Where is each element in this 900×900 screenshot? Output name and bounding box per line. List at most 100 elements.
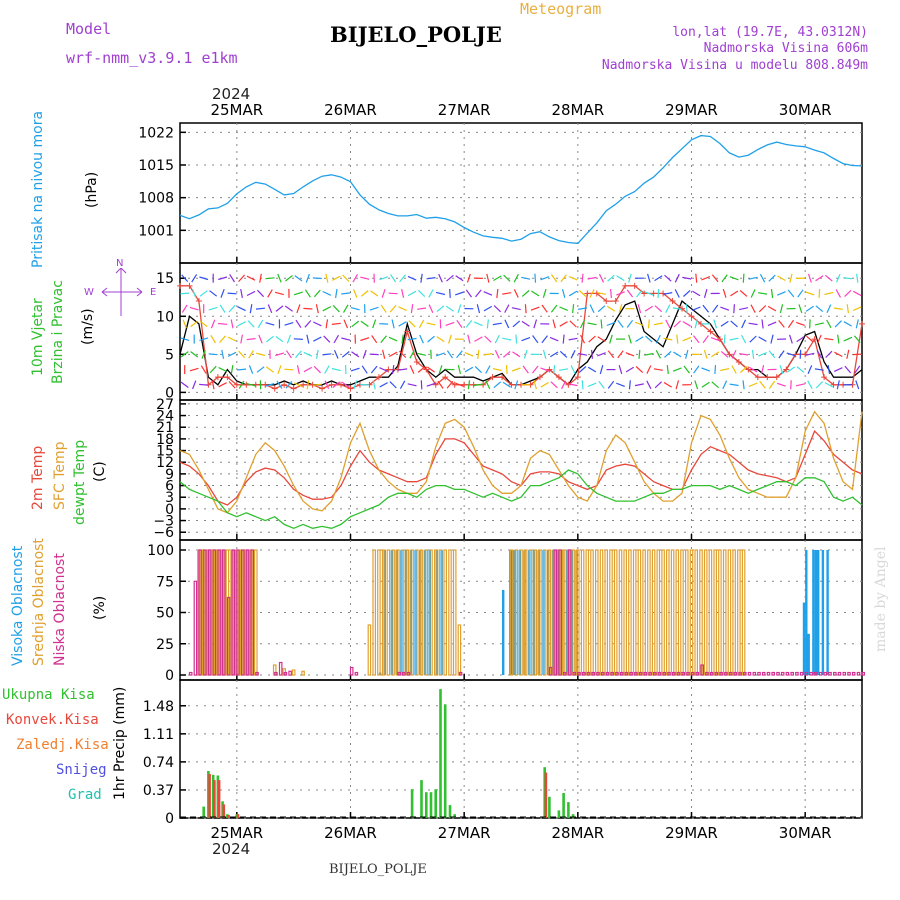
clouds-bar-2 (572, 671, 577, 676)
wind-arrow (854, 365, 861, 374)
wind-arrow (777, 291, 786, 296)
wind-arrow (796, 336, 805, 343)
compass-rose-icon (101, 268, 143, 316)
clouds-bar-2 (747, 671, 752, 676)
wind-arrow (778, 320, 785, 328)
day-label-bottom: 30MAR (779, 824, 832, 842)
wind-arrow (496, 288, 499, 298)
wind-arrow (799, 349, 802, 359)
precip-bar-0 (453, 814, 456, 818)
wind-gust-marker (499, 374, 506, 381)
wind-arrow (360, 337, 370, 342)
precip-bar-0 (571, 814, 575, 818)
clouds-bar-2 (288, 670, 292, 676)
clouds-bar-1 (684, 549, 689, 676)
wind-arrow (625, 366, 635, 373)
clouds-bar-2 (349, 666, 354, 676)
clouds-bar-2 (652, 671, 657, 676)
wind-arrow (505, 365, 508, 375)
wind-arrow (445, 321, 455, 326)
temperature-ytick-label: 12 (156, 455, 174, 471)
wind-arrow (512, 351, 521, 358)
wind-arrow (467, 334, 471, 344)
wind-arrow (445, 305, 455, 312)
precip-bar-0 (429, 792, 433, 818)
clouds-bar-2 (591, 671, 596, 676)
wind-arrow (835, 273, 841, 283)
wind-arrow (181, 274, 189, 283)
clouds-bar-2 (245, 549, 250, 676)
wind-arrow (572, 304, 575, 314)
wind-arrow (388, 336, 398, 342)
wind-arrow (836, 380, 840, 390)
wind-arrow (446, 380, 454, 389)
wind-arrow (399, 380, 406, 389)
clouds-bar-2 (813, 671, 818, 676)
wind-arrow (312, 277, 322, 280)
wind-arrow (843, 383, 853, 386)
clouds-bar-1 (647, 549, 651, 676)
wind-arrow (815, 381, 824, 389)
wind-arrow (295, 350, 302, 359)
wind-gust-marker (262, 381, 269, 388)
wind-arrow (503, 274, 511, 282)
wind-arrow (600, 319, 603, 329)
wind-arrow (740, 334, 747, 344)
legend-total-rain: Ukupna Kisa (2, 687, 95, 703)
clouds-bar-1 (452, 549, 457, 676)
clouds-bar-2 (719, 671, 723, 676)
clouds-bar-2 (610, 671, 615, 676)
clouds-bar-2 (676, 671, 681, 676)
wind-gust-marker (338, 381, 345, 388)
wind-arrow (739, 307, 749, 311)
wind-arrow (568, 275, 578, 281)
wind-arrow (844, 289, 852, 298)
temperature-ytick-label: −6 (153, 525, 174, 541)
wind-arrow (484, 335, 492, 343)
wind-arrow (435, 291, 446, 296)
wind-arrow (607, 350, 615, 359)
wind-arrow (306, 334, 310, 344)
wind-gust-marker (508, 381, 515, 388)
temperature-frame (179, 399, 863, 541)
wind-arrow (578, 366, 587, 374)
legend-freezing-rain: Zaledj.Kisa (16, 737, 109, 753)
wind-arrow (192, 380, 197, 390)
clouds-bar-2 (771, 671, 776, 676)
wind-arrow (797, 289, 804, 298)
wind-arrow (341, 337, 351, 341)
wind-arrow (702, 304, 709, 313)
day-label-top: 28MAR (551, 101, 604, 119)
wind-arrow (521, 337, 531, 342)
precip-bar-0 (443, 704, 447, 818)
temperature-ytick-label: 6 (165, 479, 174, 495)
wind-arrow (341, 381, 350, 388)
clouds-bar-2 (662, 671, 667, 676)
wind-arrow (237, 306, 246, 312)
wind-arrow (606, 305, 616, 312)
wind-arrow (221, 349, 225, 359)
temperature-ytick-label: 27 (156, 397, 174, 413)
wind-arrow (504, 319, 510, 329)
wind-arrow (324, 380, 330, 390)
temperature-ytick-label: 18 (156, 432, 174, 448)
wind-arrow (824, 291, 834, 296)
clouds-bar-2 (728, 671, 733, 676)
precip-bar-1 (227, 815, 230, 818)
wind-arrow (294, 275, 303, 282)
wind-arrow (834, 351, 843, 358)
clouds-bar-2 (738, 671, 742, 676)
wind-arrow (741, 319, 747, 329)
day-label-top: 25MAR (210, 101, 263, 119)
wind-arrow (524, 304, 527, 314)
wind-arrow (352, 289, 358, 298)
wind-arrow (674, 289, 680, 298)
wind-arrow (789, 334, 793, 344)
wind-arrow (275, 352, 284, 357)
wind-gust-marker (669, 298, 676, 305)
clouds-bar-1 (542, 549, 547, 676)
wind-arrow (274, 291, 284, 296)
wind-arrow (805, 305, 814, 312)
clouds-bar-2 (203, 549, 207, 676)
clouds-bar-2 (402, 671, 406, 676)
